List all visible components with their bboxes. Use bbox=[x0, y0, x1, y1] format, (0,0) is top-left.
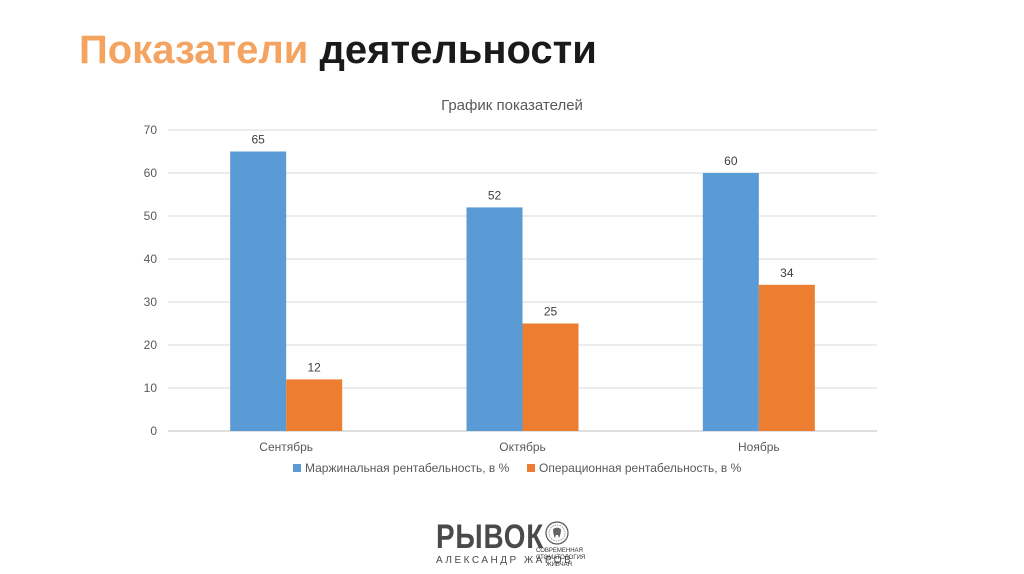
x-tick-label: Октябрь bbox=[499, 440, 546, 454]
y-tick-label: 10 bbox=[144, 381, 158, 395]
legend-label: Операционная рентабельность, в % bbox=[539, 461, 742, 475]
legend-label: Маржинальная рентабельность, в % bbox=[305, 461, 510, 475]
data-labels: 65 12 52 25 60 34 bbox=[251, 133, 793, 375]
bar-marginal bbox=[230, 151, 287, 431]
bar-operational bbox=[758, 284, 815, 431]
data-label: 34 bbox=[780, 266, 794, 280]
slide-title: Показатели деятельности bbox=[79, 28, 597, 73]
y-tick-label: 60 bbox=[144, 166, 158, 180]
logo-subtitle: АЛЕКСАНДР ЖАРОВ bbox=[436, 555, 574, 566]
data-label: 25 bbox=[544, 305, 558, 319]
bar-operational bbox=[286, 379, 343, 431]
y-tick-label: 20 bbox=[144, 338, 158, 352]
y-tick-label: 0 bbox=[150, 424, 157, 438]
tooth-emblem-icon bbox=[545, 521, 569, 545]
logo-caption: СОВРЕМЕННАЯ СТОМАТОЛОГИЯ ЖИВЧАН bbox=[536, 548, 586, 568]
bars bbox=[230, 151, 815, 431]
legend-swatch bbox=[293, 464, 301, 472]
data-label: 65 bbox=[251, 133, 265, 147]
y-tick-label: 30 bbox=[144, 295, 158, 309]
legend-swatch bbox=[527, 464, 535, 472]
slide-title-accent: Показатели bbox=[79, 28, 309, 72]
y-tick-label: 70 bbox=[144, 123, 158, 137]
bar-marginal bbox=[466, 207, 523, 431]
y-axis-ticks: 0 10 20 30 40 50 60 70 bbox=[144, 123, 158, 438]
bar-operational bbox=[522, 323, 579, 431]
bar-chart: График показателей 0 10 20 30 40 50 60 70 65 12 5… bbox=[144, 97, 877, 475]
chart-title: График показателей bbox=[441, 97, 583, 114]
data-label: 12 bbox=[307, 360, 321, 374]
bar-marginal bbox=[702, 173, 759, 431]
data-label: 52 bbox=[488, 188, 502, 202]
data-label: 60 bbox=[724, 154, 738, 168]
legend: Маржинальная рентабельность, в % Операцио… bbox=[293, 461, 742, 475]
x-tick-label: Сентябрь bbox=[259, 440, 313, 454]
logo: РЫВОК АЛЕКСАНДР ЖАРОВ СОВРЕМЕННАЯ СТОМАТ… bbox=[436, 518, 596, 568]
y-tick-label: 50 bbox=[144, 209, 158, 223]
x-axis-ticks: Сентябрь Октябрь Ноябрь bbox=[259, 440, 779, 454]
logo-wordmark: РЫВОК bbox=[436, 518, 545, 556]
x-tick-label: Ноябрь bbox=[738, 440, 780, 454]
y-tick-label: 40 bbox=[144, 252, 158, 266]
slide-title-rest: деятельности bbox=[319, 28, 597, 72]
